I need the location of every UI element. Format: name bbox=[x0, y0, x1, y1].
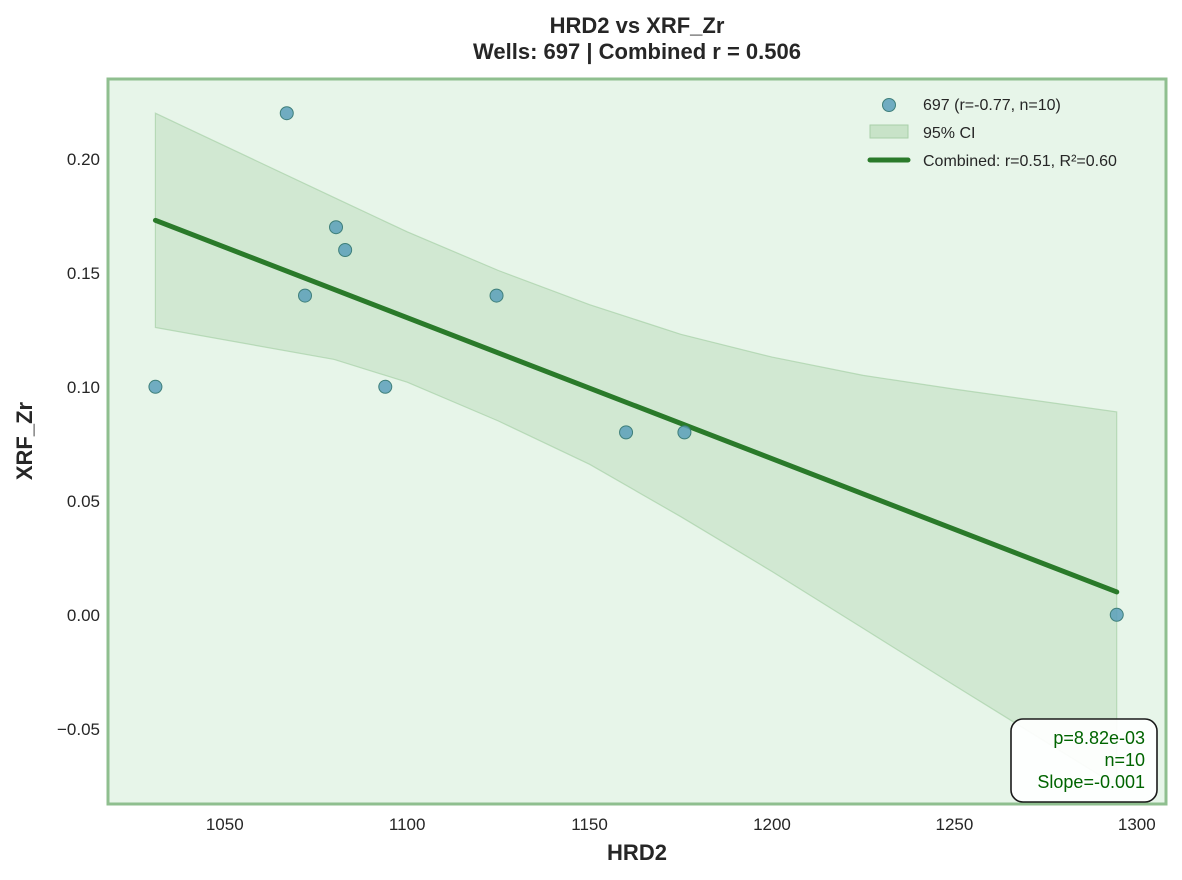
regression-line-layer bbox=[152, 217, 1120, 595]
y-tick-label: 0.20 bbox=[67, 150, 100, 169]
y-tick-label: 0.05 bbox=[67, 492, 100, 511]
y-axis-label: XRF_Zr bbox=[12, 401, 37, 480]
x-tick-label: 1300 bbox=[1118, 815, 1156, 834]
data-point-8 bbox=[619, 425, 634, 440]
data-point-7 bbox=[489, 288, 504, 303]
scatter-points-layer bbox=[148, 106, 1124, 622]
legend-label-scatter: 697 (r=-0.77, n=10) bbox=[923, 97, 1061, 114]
chart-subtitle: Wells: 697 | Combined r = 0.506 bbox=[473, 39, 801, 64]
y-tick-label: −0.05 bbox=[57, 720, 100, 739]
data-point-10 bbox=[1109, 607, 1124, 622]
stats-n: n=10 bbox=[1104, 750, 1145, 770]
data-point-6 bbox=[378, 379, 393, 394]
stats-box: p=8.82e-03 n=10 Slope=-0.001 bbox=[1010, 718, 1158, 803]
legend-label-line: Combined: r=0.51, R²=0.60 bbox=[923, 153, 1117, 170]
legend-label-band: 95% CI bbox=[923, 125, 975, 142]
data-point-4 bbox=[329, 220, 344, 235]
chart-title: HRD2 vs XRF_Zr bbox=[550, 13, 725, 38]
stats-slope: Slope=-0.001 bbox=[1037, 772, 1145, 792]
x-axis-ticks: 1050 1100 1150 1200 1250 1300 bbox=[206, 815, 1156, 834]
x-tick-label: 1250 bbox=[935, 815, 973, 834]
y-tick-label: 0.00 bbox=[67, 606, 100, 625]
data-point-9 bbox=[677, 425, 692, 440]
x-tick-label: 1100 bbox=[389, 815, 426, 834]
y-axis-ticks: −0.05 0.00 0.05 0.10 0.15 0.20 bbox=[57, 150, 100, 739]
y-tick-label: 0.10 bbox=[67, 378, 100, 397]
stats-box-frame bbox=[1010, 718, 1158, 803]
x-tick-label: 1050 bbox=[206, 815, 244, 834]
regression-line bbox=[152, 217, 1120, 595]
plot-area bbox=[108, 79, 1166, 804]
data-point-2 bbox=[279, 106, 294, 121]
legend: 697 (r=-0.77, n=10) 95% CI Combined: r=0… bbox=[867, 97, 1117, 170]
data-point-3 bbox=[298, 288, 313, 303]
data-point-1 bbox=[148, 379, 163, 394]
stats-p-value: p=8.82e-03 bbox=[1053, 728, 1145, 748]
y-tick-label: 0.15 bbox=[67, 264, 100, 283]
data-point-5 bbox=[338, 242, 353, 257]
x-tick-label: 1200 bbox=[753, 815, 791, 834]
plot-frame bbox=[106, 77, 1168, 806]
legend-marker-band bbox=[869, 124, 909, 139]
x-tick-label: 1150 bbox=[571, 815, 608, 834]
legend-marker-scatter bbox=[882, 98, 896, 112]
x-axis-label: HRD2 bbox=[607, 840, 667, 865]
